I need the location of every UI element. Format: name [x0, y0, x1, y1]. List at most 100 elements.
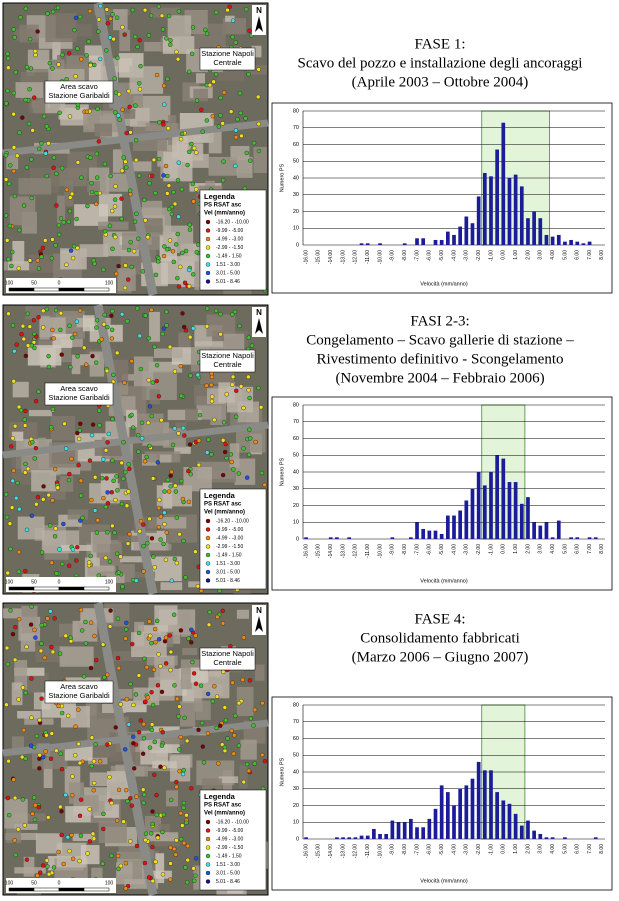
- map-point: [148, 633, 153, 639]
- map-point: [145, 234, 151, 240]
- map-point: [152, 344, 157, 350]
- map-point: [179, 131, 185, 137]
- map-point: [65, 835, 71, 840]
- scale-label: 0: [58, 880, 61, 886]
- legend-entry: 3.01 - 5.00: [216, 870, 240, 876]
- map-point: [109, 800, 114, 806]
- x-tick-label: -2.00: [476, 250, 482, 262]
- map-point: [186, 284, 192, 289]
- map-point: [22, 823, 27, 828]
- map-point: [48, 756, 54, 761]
- map-point: [120, 107, 125, 112]
- map-point: [154, 72, 160, 78]
- map-point: [140, 751, 146, 757]
- map-point: [102, 675, 107, 680]
- map-building: [229, 443, 240, 468]
- map-point: [133, 103, 138, 108]
- map-point: [24, 165, 30, 170]
- map-point: [21, 727, 26, 733]
- bar: [445, 792, 450, 839]
- map-point: [5, 661, 11, 667]
- bar: [538, 833, 543, 839]
- bar: [378, 833, 382, 839]
- map-point: [42, 655, 47, 660]
- map-point: [190, 659, 195, 665]
- map-point: [123, 263, 128, 268]
- x-tick-label: -3.00: [464, 844, 470, 856]
- callout-text: Area scavo: [60, 384, 98, 393]
- map-point: [150, 380, 155, 385]
- map-point: [17, 506, 22, 512]
- bar: [359, 835, 364, 839]
- map-point: [41, 497, 46, 502]
- map-point: [37, 717, 42, 723]
- map-building: [208, 127, 222, 154]
- bar: [335, 837, 339, 839]
- map-point: [46, 492, 51, 498]
- legend-swatch: [205, 262, 211, 267]
- map-point: [232, 309, 238, 315]
- x-tick-label: -10.00: [377, 844, 383, 858]
- bar: [538, 218, 543, 245]
- legend-box: [199, 789, 267, 891]
- map-point: [124, 165, 129, 170]
- map-point: [77, 858, 82, 864]
- map-building: [28, 410, 52, 417]
- x-tick-label: 0.00: [501, 544, 507, 554]
- map-building: [91, 867, 103, 887]
- map-point: [189, 627, 194, 632]
- map-point: [147, 443, 152, 449]
- map-point: [13, 70, 18, 75]
- map-point: [168, 38, 173, 43]
- map-point: [244, 7, 249, 12]
- map-point: [16, 569, 22, 574]
- map-building: [206, 314, 236, 337]
- map-point: [119, 168, 125, 173]
- map-point: [13, 624, 18, 630]
- map-point: [134, 578, 139, 583]
- y-tick-label: 30: [293, 192, 299, 198]
- map-point: [233, 135, 239, 140]
- bar: [433, 808, 438, 839]
- map-point: [34, 733, 40, 739]
- map-point: [168, 473, 173, 478]
- map-point: [105, 530, 110, 535]
- map-point: [126, 277, 131, 282]
- map-point: [94, 325, 99, 330]
- map-point: [222, 705, 228, 710]
- bar: [464, 216, 469, 245]
- map-building: [38, 437, 47, 451]
- map-point: [163, 557, 169, 563]
- bar: [482, 172, 487, 245]
- map-point: [140, 269, 146, 274]
- map-point: [166, 13, 172, 19]
- legend-swatch: [205, 245, 211, 250]
- map-point: [184, 820, 189, 825]
- map-building: [236, 157, 253, 178]
- map-building: [129, 66, 164, 94]
- x-axis-label: Velocità (mm/anno): [420, 578, 468, 584]
- map-point: [92, 633, 97, 639]
- map-point: [105, 742, 110, 747]
- map-point: [221, 669, 226, 674]
- map-point: [155, 683, 161, 688]
- legend-title: PS RSAT asc: [204, 803, 242, 809]
- map-building: [31, 469, 57, 492]
- bar: [470, 778, 475, 839]
- map-point: [10, 323, 16, 328]
- legend-swatch: [205, 552, 211, 558]
- map-point: [31, 795, 37, 800]
- bar: [458, 226, 463, 245]
- map-point: [178, 628, 184, 633]
- map-point: [89, 189, 95, 195]
- map-point: [137, 333, 142, 339]
- panel-title: FASE 1:: [415, 36, 466, 52]
- x-tick-label: 6.00: [575, 544, 581, 554]
- map-point: [68, 635, 73, 640]
- map-point: [128, 192, 133, 197]
- map-point: [130, 7, 136, 13]
- map-point: [147, 516, 152, 522]
- map-point: [20, 797, 26, 802]
- map-point: [156, 524, 162, 530]
- map-point: [101, 811, 106, 817]
